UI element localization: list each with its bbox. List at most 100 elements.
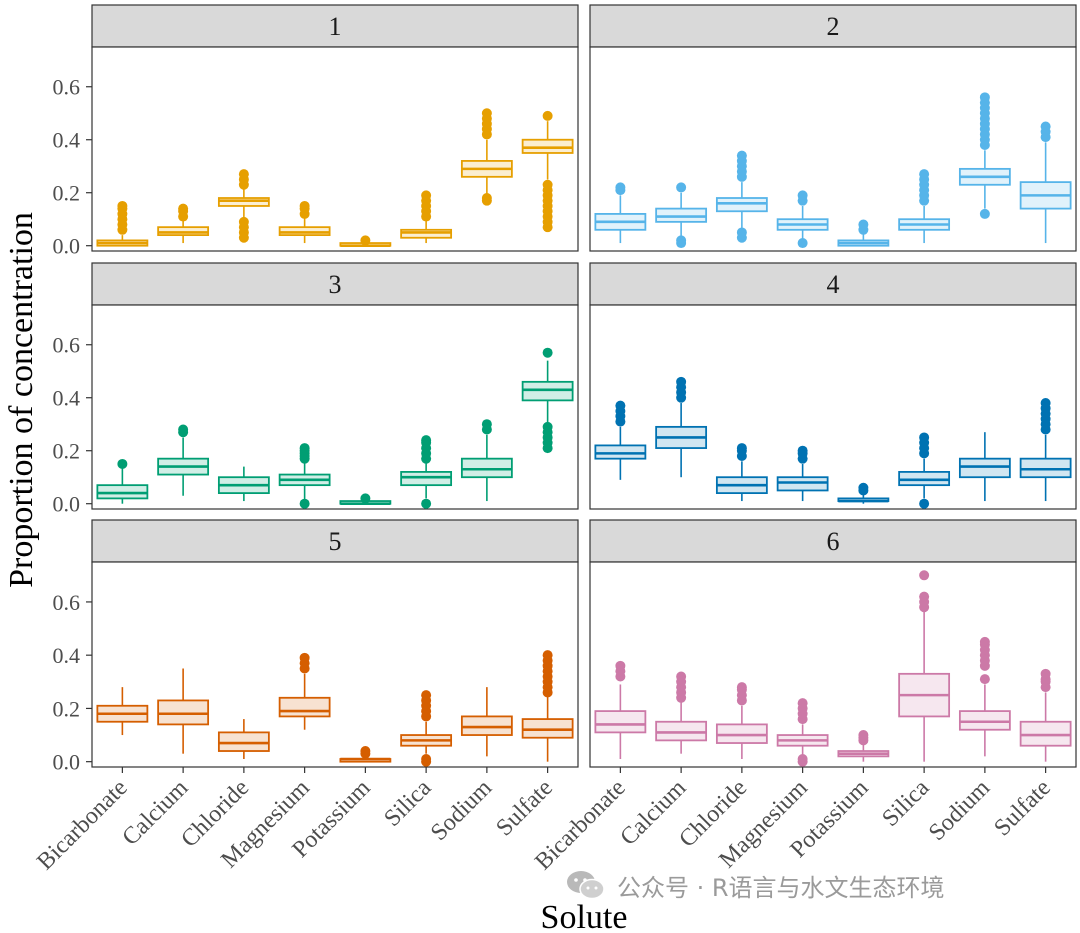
box-sulfate — [1019, 668, 1072, 762]
x-axis-title: Solute — [541, 899, 628, 933]
box-calcium — [655, 671, 708, 754]
outlier-point — [736, 682, 747, 693]
y-tick-label: 0.6 — [53, 333, 81, 358]
x-tick-label: Silica — [877, 775, 934, 832]
box-sulfate — [521, 347, 574, 454]
outlier-point — [615, 182, 626, 193]
y-tick-label: 0.2 — [53, 439, 81, 464]
panel-frame — [589, 304, 1077, 510]
outlier-point — [919, 498, 930, 509]
box-iqr — [715, 197, 768, 213]
outlier-point — [238, 169, 249, 180]
box-potassium — [339, 235, 392, 248]
box-iqr — [400, 471, 453, 487]
outlier-point — [979, 636, 990, 647]
outlier-point — [615, 660, 626, 671]
box-iqr — [460, 457, 513, 479]
outlier-point — [299, 200, 310, 211]
box-bicarbonate — [594, 400, 647, 480]
outlier-point — [676, 376, 687, 387]
outlier-point — [797, 190, 808, 201]
box-magnesium — [278, 443, 331, 509]
outlier-point — [615, 400, 626, 411]
panel-label: 4 — [827, 270, 840, 299]
box-sulfate — [1019, 398, 1072, 502]
outlier-point — [736, 150, 747, 161]
x-tick-label: Sulfate — [989, 775, 1055, 841]
box-iqr — [776, 476, 829, 492]
outlier-point — [299, 652, 310, 663]
outlier-point — [1040, 398, 1051, 409]
outlier-point — [542, 110, 553, 121]
x-tick-label: Sodium — [924, 775, 995, 846]
outlier-point — [676, 671, 687, 682]
outlier-point — [858, 219, 869, 230]
box-bicarbonate — [96, 200, 149, 247]
box-calcium — [157, 424, 210, 496]
box-sulfate — [1019, 121, 1072, 244]
box-iqr — [96, 484, 149, 500]
outlier-point — [919, 570, 930, 581]
box-silica — [898, 570, 951, 762]
box-silica — [400, 435, 453, 509]
panel-strip — [589, 262, 1077, 306]
box-magnesium — [776, 445, 829, 502]
box-iqr — [1019, 457, 1072, 479]
box-iqr — [1019, 720, 1072, 747]
panel-label: 1 — [329, 12, 342, 41]
panel-strip — [91, 519, 579, 563]
box-magnesium — [776, 698, 829, 767]
box-iqr — [594, 710, 647, 734]
box-iqr — [278, 696, 331, 718]
panel-frame — [91, 46, 579, 252]
box-chloride — [715, 150, 768, 243]
box-bicarbonate — [594, 182, 647, 244]
box-iqr — [958, 457, 1011, 479]
box-bicarbonate — [96, 687, 149, 736]
box-calcium — [157, 668, 210, 754]
box-iqr — [521, 380, 574, 402]
box-bicarbonate — [594, 660, 647, 760]
outlier-point — [979, 208, 990, 219]
box-iqr — [157, 699, 210, 726]
outlier-point — [858, 482, 869, 493]
y-tick-label: 0.4 — [53, 128, 81, 153]
box-chloride — [715, 682, 768, 760]
box-sodium — [460, 108, 513, 206]
box-silica — [400, 190, 453, 244]
box-iqr — [594, 444, 647, 460]
y-tick-label: 0.2 — [53, 181, 81, 206]
box-iqr — [217, 197, 270, 207]
box-silica — [898, 169, 951, 244]
outlier-point — [919, 169, 930, 180]
outlier-point — [421, 690, 432, 701]
x-tick-label: Sulfate — [491, 775, 557, 841]
box-sodium — [958, 432, 1011, 502]
outlier-point — [797, 754, 808, 765]
panel-label: 2 — [827, 12, 840, 41]
box-calcium — [655, 182, 708, 249]
wechat-icon — [567, 871, 605, 900]
y-tick-label: 0.4 — [53, 386, 81, 411]
outlier-point — [1040, 668, 1051, 679]
box-chloride — [217, 719, 270, 760]
outlier-point — [736, 443, 747, 454]
box-iqr — [715, 723, 768, 744]
box-potassium — [837, 219, 890, 247]
box-iqr — [898, 471, 951, 487]
outlier-point — [421, 498, 432, 509]
outlier-point — [481, 419, 492, 430]
box-sodium — [460, 687, 513, 757]
outlier-point — [797, 698, 808, 709]
outlier-point — [178, 203, 189, 214]
box-sulfate — [521, 110, 574, 233]
x-tick-label: Sodium — [426, 775, 497, 846]
box-calcium — [655, 376, 708, 478]
box-bicarbonate — [96, 458, 149, 504]
outlier-point — [542, 650, 553, 661]
box-iqr — [521, 718, 574, 739]
x-tick-label: Silica — [379, 775, 436, 832]
box-sodium — [958, 636, 1011, 757]
y-tick-label: 0.6 — [53, 590, 81, 615]
